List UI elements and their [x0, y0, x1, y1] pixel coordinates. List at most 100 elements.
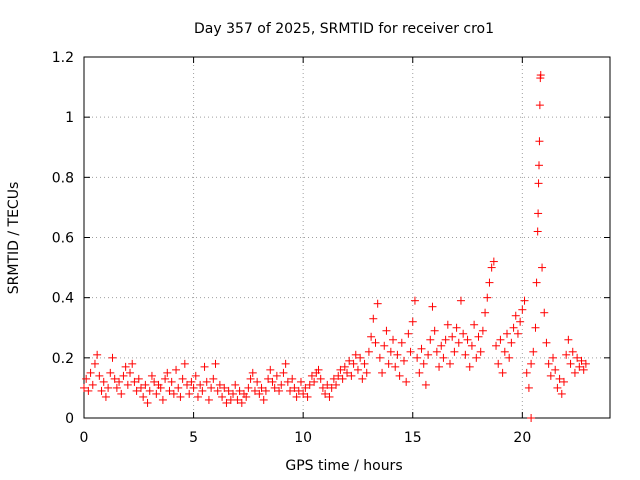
data-point: [395, 371, 404, 380]
data-point: [424, 350, 433, 359]
data-point: [204, 395, 213, 404]
data-point: [362, 368, 371, 377]
data-point: [579, 365, 588, 374]
data-point: [200, 362, 209, 371]
data-point: [487, 263, 496, 272]
data-point: [163, 368, 172, 377]
data-point: [115, 377, 124, 386]
data-point: [277, 380, 286, 389]
data-point: [406, 347, 415, 356]
data-point: [566, 359, 575, 368]
data-point: [106, 368, 115, 377]
data-point: [257, 383, 266, 392]
y-tick-label: 0.8: [52, 170, 74, 186]
data-point: [364, 347, 373, 356]
data-point: [536, 71, 545, 80]
chart-title: Day 357 of 2025, SRMTID for receiver cro…: [194, 21, 494, 37]
data-point: [123, 380, 132, 389]
data-point: [93, 350, 102, 359]
data-point: [301, 383, 310, 392]
data-point: [268, 377, 277, 386]
data-point: [235, 386, 244, 395]
data-point: [369, 314, 378, 323]
data-point: [553, 383, 562, 392]
data-point: [150, 377, 159, 386]
data-point: [382, 326, 391, 335]
data-point: [371, 338, 380, 347]
data-point: [139, 392, 148, 401]
data-point: [448, 332, 457, 341]
data-point: [544, 359, 553, 368]
y-tick-label: 0: [65, 411, 74, 427]
data-point: [310, 377, 319, 386]
data-point: [513, 329, 522, 338]
data-point: [535, 101, 544, 110]
data-point: [430, 326, 439, 335]
data-point: [327, 383, 336, 392]
data-point: [498, 368, 507, 377]
data-point: [296, 377, 305, 386]
data-point: [152, 389, 161, 398]
data-point: [564, 335, 573, 344]
data-point: [410, 296, 419, 305]
data-point: [248, 368, 257, 377]
data-point: [496, 335, 505, 344]
data-point: [253, 377, 262, 386]
data-point: [347, 371, 356, 380]
data-point: [224, 386, 233, 395]
data-point: [345, 356, 354, 365]
data-point: [169, 389, 178, 398]
data-point: [500, 347, 509, 356]
data-point: [489, 257, 498, 266]
data-point: [421, 380, 430, 389]
data-point: [193, 392, 202, 401]
data-point: [97, 386, 106, 395]
data-point: [441, 335, 450, 344]
data-point: [492, 341, 501, 350]
data-point: [316, 374, 325, 383]
data-point: [555, 374, 564, 383]
data-point: [158, 395, 167, 404]
data-point: [246, 374, 255, 383]
data-point: [494, 359, 503, 368]
data-point: [80, 383, 88, 392]
data-point: [325, 392, 334, 401]
data-point: [272, 371, 281, 380]
data-point: [535, 137, 544, 146]
data-point: [283, 377, 292, 386]
data-point: [215, 380, 224, 389]
data-point: [338, 374, 347, 383]
data-point: [340, 362, 349, 371]
data-point: [573, 353, 582, 362]
data-point: [95, 371, 104, 380]
data-point: [305, 380, 314, 389]
data-point: [452, 323, 461, 332]
data-point: [180, 359, 189, 368]
data-point: [156, 383, 165, 392]
data-point: [343, 368, 351, 377]
data-point: [518, 305, 527, 314]
data-point: [470, 320, 479, 329]
data-point: [549, 353, 558, 362]
data-point: [375, 353, 384, 362]
data-point: [378, 368, 387, 377]
data-point: [450, 347, 459, 356]
data-point: [209, 374, 218, 383]
grid: [84, 57, 610, 418]
y-tick-label: 0.2: [52, 351, 74, 367]
data-point: [483, 293, 492, 302]
data-point: [218, 392, 227, 401]
data-point: [202, 377, 211, 386]
data-point: [570, 368, 579, 377]
data-point: [516, 317, 525, 326]
data-point: [408, 317, 417, 326]
data-point: [432, 347, 441, 356]
y-tick-label: 0.6: [52, 231, 74, 247]
data-point: [191, 371, 200, 380]
data-point: [86, 368, 95, 377]
data-point: [459, 329, 468, 338]
data-point: [393, 350, 402, 359]
x-tick-label: 0: [80, 430, 89, 446]
data-point: [314, 365, 323, 374]
data-point: [196, 380, 205, 389]
